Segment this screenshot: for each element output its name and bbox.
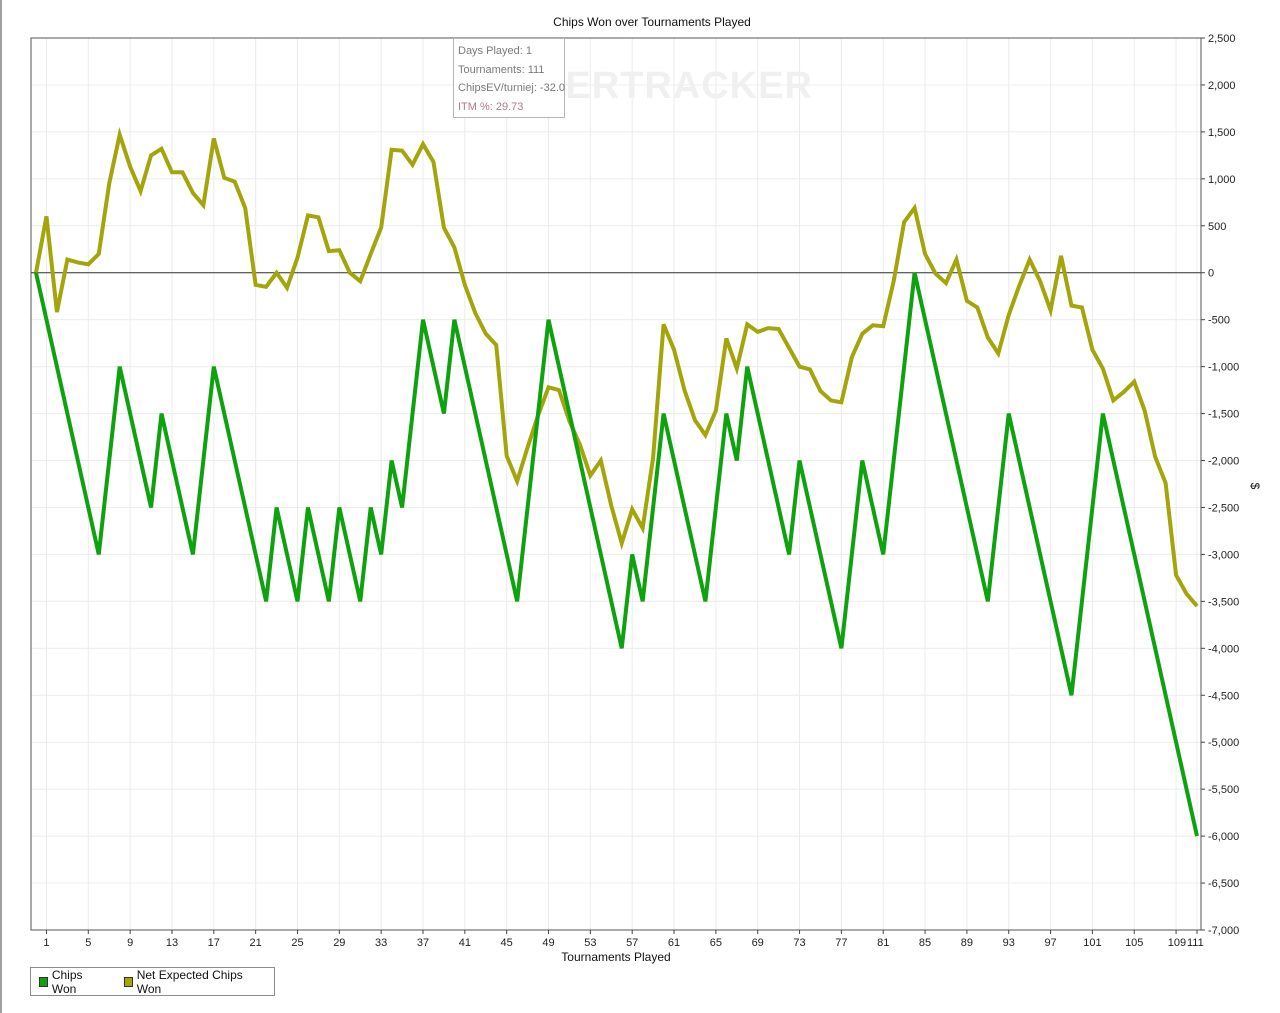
x-tick-label: 105 [1125, 937, 1143, 949]
x-tick-label: 25 [291, 937, 303, 949]
x-tick-label: 13 [166, 937, 178, 949]
window-left-border [0, 0, 2, 1013]
x-tick-label: 85 [919, 937, 931, 949]
legend-swatch-chips-won [39, 976, 48, 987]
x-tick-label: 9 [127, 937, 133, 949]
series-line-chips-won [34, 272, 1199, 837]
legend-swatch-net-expected [123, 976, 133, 987]
x-tick-label: 65 [710, 937, 722, 949]
y-tick-label: 1,500 [1208, 127, 1236, 139]
y-tick-label: -500 [1208, 315, 1230, 327]
legend-item-chips-won[interactable]: Chips Won [39, 968, 102, 996]
x-tick-label: 41 [459, 937, 471, 949]
x-tick-label: 29 [333, 937, 345, 949]
x-tick-label: 5 [85, 937, 91, 949]
x-tick-label: 111 [1187, 937, 1204, 949]
legend-item-net-expected[interactable]: Net Expected Chips Won [123, 967, 252, 996]
x-axis-ticks: 1 5 9 13 17 21 25 29 33 37 41 45 49 53 57 61 65 69 73 77 81 8… [43, 930, 1204, 949]
x-tick-label: 61 [668, 937, 680, 949]
x-tick-label: 45 [501, 937, 513, 949]
x-tick-label: 97 [1044, 937, 1056, 949]
legend: Chips Won Net Expected Chips Won [30, 967, 275, 996]
y-axis-title: $ [1248, 483, 1262, 490]
hover-tooltip: Days Played: 1 Tournaments: 111 ChipsEV/… [453, 38, 565, 118]
x-tick-label: 89 [961, 937, 973, 949]
x-tick-label: 1 [43, 937, 49, 949]
y-tick-label: 2,500 [1208, 33, 1236, 45]
y-tick-label: 2,000 [1208, 80, 1236, 92]
y-tick-label: -2,000 [1208, 456, 1239, 468]
x-tick-label: 73 [793, 937, 805, 949]
y-tick-label: -4,000 [1208, 643, 1239, 655]
y-tick-label: -3,500 [1208, 596, 1239, 608]
series-line-net-expected [34, 127, 1199, 608]
x-tick-label: 77 [835, 937, 847, 949]
legend-label-net-expected: Net Expected Chips Won [136, 967, 243, 996]
y-tick-label: -4,500 [1208, 690, 1239, 702]
y-axis-ticks: 2,500 2,000 1,500 1,000 500 0 -500 -1,000 -1,500… [1201, 33, 1239, 937]
tooltip-tournaments: Tournaments: 111 [458, 63, 545, 76]
y-tick-label: 0 [1208, 268, 1214, 280]
tooltip-days-played: Days Played: 1 [458, 45, 532, 57]
y-tick-label: -1,500 [1208, 409, 1239, 421]
grid [31, 37, 1201, 931]
series-lines [34, 127, 1199, 837]
x-tick-label: 21 [250, 937, 262, 949]
y-tick-label: -1,000 [1208, 362, 1239, 374]
y-tick-label: 1,000 [1208, 174, 1236, 186]
y-tick-label: -6,500 [1208, 878, 1239, 890]
y-tick-label: -7,000 [1208, 925, 1239, 937]
tooltip-itm: ITM %: 29.73 [458, 100, 524, 113]
y-tick-label: -2,500 [1208, 502, 1239, 514]
x-tick-label: 57 [626, 937, 638, 949]
x-tick-label: 109 [1168, 937, 1186, 949]
y-tick-label: -3,000 [1208, 549, 1239, 561]
chart-title: Chips Won over Tournaments Played [553, 15, 751, 29]
legend-label-chips-won: Chips Won [51, 967, 83, 996]
y-tick-label: 500 [1208, 221, 1226, 233]
y-tick-label: -5,000 [1208, 737, 1239, 749]
tooltip-chips-ev: ChipsEV/turniej: -32.0 [458, 82, 565, 94]
x-tick-label: 69 [752, 937, 764, 949]
x-tick-label: 93 [1003, 937, 1015, 949]
x-tick-label: 33 [375, 937, 387, 949]
x-tick-label: 17 [208, 937, 220, 949]
x-tick-label: 53 [584, 937, 596, 949]
x-tick-label: 37 [417, 937, 429, 949]
plot-frame [30, 37, 1202, 931]
x-tick-label: 101 [1083, 937, 1101, 949]
x-tick-label: 81 [877, 937, 889, 949]
y-tick-label: -6,000 [1208, 831, 1239, 843]
x-tick-label: 49 [542, 937, 554, 949]
x-axis-title: Tournaments Played [561, 950, 670, 964]
y-tick-label: -5,500 [1208, 784, 1239, 796]
